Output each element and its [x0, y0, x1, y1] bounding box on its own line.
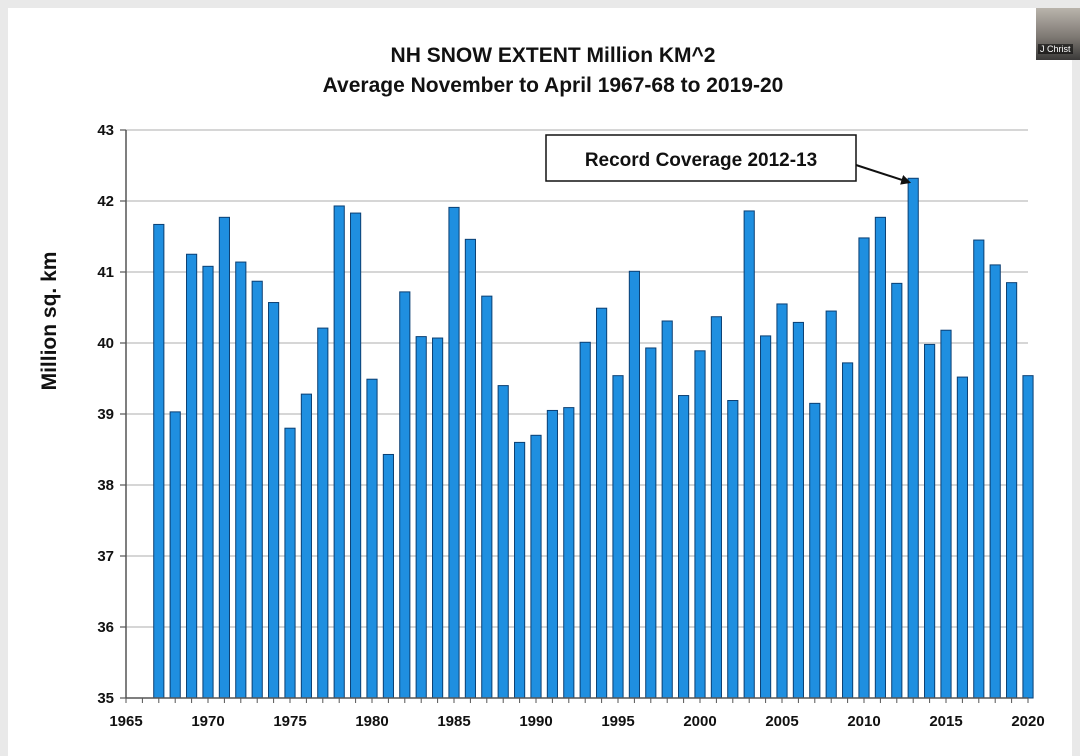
bar-1976	[300, 393, 312, 699]
bar-1997	[645, 347, 657, 699]
chart-frame: NH SNOW EXTENT Million KM^2 Average Nove…	[8, 8, 1072, 756]
bar-2018	[989, 264, 1001, 699]
bar-2003	[743, 210, 755, 699]
bar-2006	[792, 321, 804, 699]
bar-2005	[776, 303, 788, 699]
x-tick-label-2005: 2005	[765, 713, 798, 730]
bar-2011	[874, 216, 886, 699]
bar-1978	[333, 205, 345, 699]
x-tick-label-1980: 1980	[355, 713, 388, 730]
bar-1982	[399, 291, 411, 699]
bar-1972	[235, 261, 247, 699]
y-tick-label-41: 41	[97, 264, 114, 281]
chart-title: NH SNOW EXTENT Million KM^2	[391, 44, 716, 67]
x-tick-label-1975: 1975	[273, 713, 306, 730]
y-tick-label-42: 42	[97, 193, 114, 210]
bar-1968	[169, 411, 181, 699]
bar-2008	[825, 310, 837, 699]
x-tick-label-1985: 1985	[437, 713, 470, 730]
y-tick-label-40: 40	[97, 335, 114, 352]
bar-1991	[546, 409, 558, 699]
bar-1989	[514, 441, 526, 699]
chart-subtitle: Average November to April 1967-68 to 201…	[323, 74, 784, 97]
bar-1998	[661, 320, 673, 699]
x-tick-label-2000: 2000	[683, 713, 716, 730]
video-thumbnail-label: J Christ	[1038, 44, 1073, 54]
y-tick-labels: 35 36 37 38 39 40 41 42 43	[97, 122, 114, 707]
x-tick-label-1970: 1970	[191, 713, 224, 730]
axes	[120, 129, 1029, 703]
bar-2010	[858, 237, 870, 699]
bar-2013	[907, 177, 919, 699]
bar-1981	[382, 453, 394, 699]
bar-2007	[809, 402, 821, 699]
bar-1993	[579, 341, 591, 699]
bar-1986	[464, 238, 476, 699]
bar-1985	[448, 206, 460, 699]
bar-1990	[530, 434, 542, 699]
bar-1975	[284, 427, 296, 699]
y-tick-label-37: 37	[97, 548, 114, 565]
y-tick-label-36: 36	[97, 619, 114, 636]
chart: NH SNOW EXTENT Million KM^2 Average Nove…	[38, 44, 1045, 730]
bar-1994	[596, 307, 608, 699]
bar-1970	[202, 265, 214, 699]
bar-2015	[940, 329, 952, 699]
y-tick-label-35: 35	[97, 690, 114, 707]
bar-1983	[415, 336, 427, 699]
x-tick-label-1995: 1995	[601, 713, 634, 730]
bar-1974	[268, 302, 280, 699]
x-tick-label-2010: 2010	[847, 713, 880, 730]
annotation-arrow	[855, 164, 912, 185]
bar-1971	[218, 216, 230, 699]
bar-2000	[694, 350, 706, 699]
bar-2004	[760, 335, 772, 699]
bar-2020	[1022, 375, 1034, 699]
bar-series	[153, 177, 1034, 699]
bar-2012	[891, 282, 903, 699]
bar-1999	[678, 395, 690, 699]
bar-2009	[842, 362, 854, 699]
bar-1967	[153, 223, 165, 699]
bar-2014	[924, 343, 936, 699]
annotation: Record Coverage 2012-13	[545, 134, 912, 185]
bar-2002	[727, 400, 739, 699]
bar-1979	[350, 212, 362, 699]
annotation-text: Record Coverage 2012-13	[585, 150, 817, 171]
y-tick-label-43: 43	[97, 122, 114, 139]
bar-2019	[1006, 282, 1018, 699]
bar-1987	[481, 295, 493, 699]
y-tick-label-38: 38	[97, 477, 114, 494]
x-tick-label-1965: 1965	[109, 713, 142, 730]
bar-1973	[251, 280, 263, 699]
bar-2017	[973, 239, 985, 699]
bar-2016	[956, 376, 968, 699]
y-tick-label-39: 39	[97, 406, 114, 423]
bar-1969	[186, 253, 198, 699]
video-thumbnail[interactable]: J Christ	[1036, 8, 1080, 60]
bar-1984	[432, 337, 444, 699]
bar-2001	[710, 316, 722, 699]
y-axis-label: Million sq. km	[38, 252, 61, 391]
x-tick-label-2020: 2020	[1011, 713, 1044, 730]
bar-1995	[612, 375, 624, 699]
bar-1988	[497, 385, 509, 699]
bar-1996	[628, 270, 640, 699]
x-tick-label-2015: 2015	[929, 713, 962, 730]
bar-1977	[317, 327, 329, 699]
x-tick-labels: 1965 1970 1975 1980 1985 1990 1995 2000 2005 2010…	[109, 713, 1044, 730]
x-tick-label-1990: 1990	[519, 713, 552, 730]
bar-1980	[366, 378, 378, 699]
bar-1992	[563, 407, 575, 699]
annotation-box	[545, 134, 857, 182]
